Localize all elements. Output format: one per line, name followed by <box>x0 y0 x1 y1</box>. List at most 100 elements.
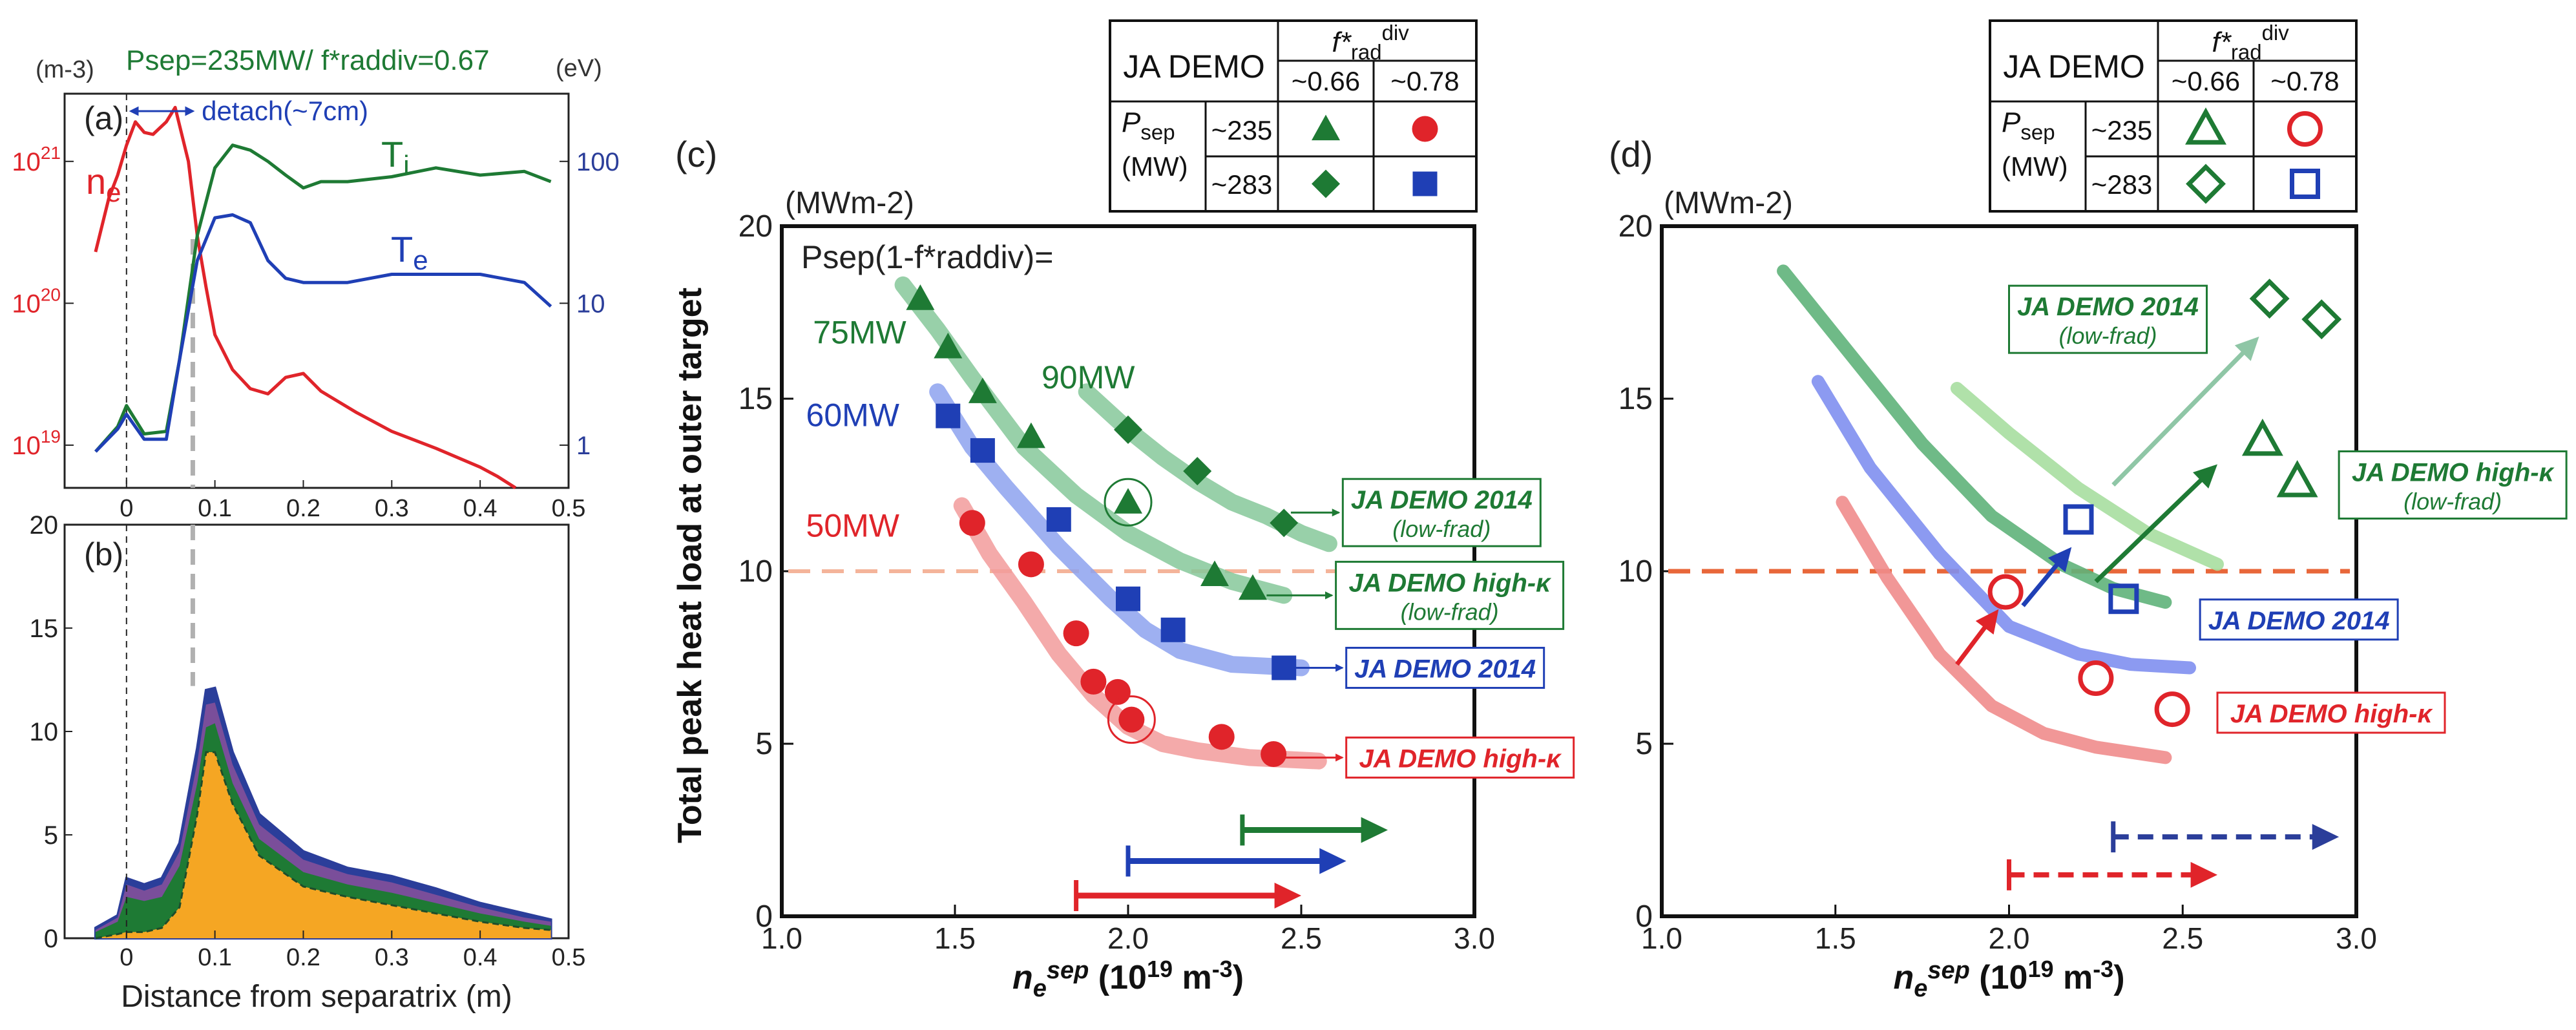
y-left-label-1e21-base: 10 <box>12 148 41 176</box>
range-head-c-0 <box>1361 817 1388 843</box>
legend-table-d-col-header: f*raddiv <box>2212 21 2290 64</box>
legend-table-c-col-1: ~0.78 <box>1390 66 1459 96</box>
y-tick-label-d: 0 <box>1635 899 1653 934</box>
marker-c-0-0 <box>906 284 935 310</box>
marker-c-3-7 <box>1261 741 1287 768</box>
box-c-0-line2: (low-frad) <box>1392 516 1491 542</box>
y-tick-label-b: 15 <box>30 615 59 643</box>
x-tick-label-a: 0.4 <box>463 495 497 522</box>
box-d-1-line2: (low-frad) <box>2403 489 2502 515</box>
x-tick-label-b: 0.2 <box>286 944 320 971</box>
series-label-Te-part-1: e <box>413 245 428 275</box>
arrowhead-d-3 <box>1975 609 1999 635</box>
legend-table-d-col-header-part-1: rad <box>2231 40 2262 64</box>
legend-table-d-col-1: ~0.78 <box>2270 66 2339 96</box>
xlabel-sub: e <box>1914 975 1927 1002</box>
legend-table-d-sym-circ <box>2287 111 2323 147</box>
marker-c-0-5 <box>1200 560 1229 586</box>
x-tick-label-d: 3.0 <box>2336 921 2377 955</box>
x-tick-label-d: 2.0 <box>1989 921 2030 955</box>
y-tick-label-d: 20 <box>1618 209 1653 244</box>
xlabel-n: n <box>1012 959 1033 996</box>
x-tick-label-a: 0.3 <box>375 495 409 522</box>
marker-d-1-1 <box>2276 459 2318 498</box>
y-tick-label-b: 10 <box>30 718 59 746</box>
legend-table-d-col-0: ~0.66 <box>2172 66 2240 96</box>
x-tick-label-b: 0.3 <box>375 944 409 971</box>
box-c-2-line1: JA DEMO 2014 <box>1354 655 1536 684</box>
y-tick-label-d: 5 <box>1635 727 1653 761</box>
x-tick-label-c: 2.5 <box>1281 921 1322 955</box>
panel-d-unit: (MWm-2) <box>1664 186 1793 220</box>
series-label-Ti-part-1: i <box>403 150 409 180</box>
panel-d: 1.0 1.5 2.0 2.5 3.0 0 5 10 15 20 nesep (1019 m-3) J… <box>1609 134 2568 1002</box>
xlabel-exp2: -3 <box>2093 956 2113 982</box>
legend-table-d-sym-tri <box>2185 107 2226 145</box>
x-tick-label-a: 0.2 <box>286 495 320 522</box>
box-d-0-frame <box>2008 284 2208 354</box>
marker-c-0-4 <box>1114 488 1142 514</box>
marker-c-3-5 <box>1118 706 1145 733</box>
y-tick-label-d: 15 <box>1618 382 1653 416</box>
marker-c-2-4 <box>1160 617 1186 642</box>
marker-c-1-0 <box>1114 415 1142 445</box>
legend-table-d-col-header-part-0: f* <box>2212 26 2232 58</box>
x-tick-label-c: 2.0 <box>1107 921 1149 955</box>
y-tick-label-b: 0 <box>44 925 58 953</box>
legend-table-c-sym-tri <box>1312 114 1340 141</box>
x-tick-label-b: 0.1 <box>198 944 232 971</box>
box-d-1-line1: JA DEMO high-κ <box>2352 459 2555 487</box>
marker-c-3-0 <box>959 510 985 536</box>
legend-table-d-sym-sq <box>2290 169 2320 199</box>
curve-red_curve <box>1836 496 2172 764</box>
marker-c-2-2 <box>1046 507 1071 532</box>
series-Ti <box>94 143 552 453</box>
xlabel-units3: ) <box>1233 959 1244 996</box>
series-ne <box>94 105 517 490</box>
box-d-3-frame <box>2216 691 2446 734</box>
box-c-1-line2: (low-frad) <box>1401 598 1499 625</box>
series-label-Ti-part-0: T <box>381 134 403 174</box>
legend-table-c-row-label-1-part-0: P <box>1122 107 1141 138</box>
legend-table-d-row-1: ~283 <box>2091 169 2153 200</box>
panel-label-a: (a) <box>84 100 123 136</box>
xlabel-units2: m <box>1173 959 1212 996</box>
y-tick-label-c: 10 <box>738 554 773 589</box>
legend-table-d-row-label-1: Psep <box>2002 107 2055 144</box>
legend-table-d-col-header-part-2: div <box>2262 21 2290 45</box>
curve-label-60MW: 60MW <box>806 397 900 434</box>
series-Te <box>94 213 552 453</box>
box-d-2-line1: JA DEMO 2014 <box>2208 607 2390 635</box>
box-d-2-frame <box>2199 598 2399 641</box>
marker-c-2-1 <box>970 438 995 463</box>
marker-d-2-1 <box>2108 583 2139 615</box>
x-tick-label-a: 0.1 <box>198 495 232 522</box>
marker-d-3-2 <box>2154 691 2190 728</box>
y-left-label-1e20-base: 10 <box>12 289 41 318</box>
marker-c-0-6 <box>1238 574 1267 600</box>
arrowhead-d-1 <box>2193 464 2217 489</box>
xlabel-sup: sep <box>1047 957 1089 984</box>
x-axis-label-c: nesep (1019 m-3) <box>1012 956 1244 1002</box>
panel-c-unit: (MWm-2) <box>785 186 914 220</box>
panel-c-equation: Psep(1-f*raddiv)= <box>801 239 1053 275</box>
box-c-3-frame <box>1345 736 1575 779</box>
curve-green_thick <box>1777 264 2172 609</box>
series-label-Te: Te <box>391 229 428 275</box>
curve-label-90MW: 90MW <box>1042 359 1135 395</box>
y-tick-label-c: 20 <box>738 209 773 244</box>
x-tick-label-d: 2.5 <box>2162 921 2203 955</box>
series-label-ne-part-0: n <box>86 161 106 202</box>
y-tick-label-c: 15 <box>738 382 773 416</box>
marker-c-3-3 <box>1080 668 1107 695</box>
x-tick-label-c: 1.0 <box>761 921 802 955</box>
legend-table-c-col-header-part-0: f* <box>1332 26 1352 58</box>
legend-table-d-row-label-2: (MW) <box>2002 151 2068 182</box>
box-c-1-frame <box>1335 560 1565 630</box>
x-axis-label-d: nesep (1019 m-3) <box>1893 956 2124 1002</box>
box-d-1-frame <box>2338 450 2568 520</box>
legend-table-c-col-header: f*raddiv <box>1332 21 1410 64</box>
y-right-tick-label-a: 1 <box>576 432 591 460</box>
range-head-c-2 <box>1274 882 1301 909</box>
